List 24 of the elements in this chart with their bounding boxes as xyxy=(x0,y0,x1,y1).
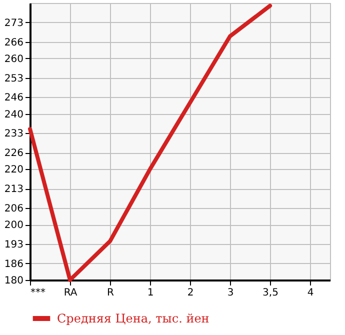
y-tick-label: 260 xyxy=(4,54,24,65)
y-tick-label: 180 xyxy=(4,276,24,286)
y-tick-label: 240 xyxy=(4,109,24,120)
y-tick-label: 273 xyxy=(4,18,24,29)
y-tick-label: 253 xyxy=(4,73,24,84)
y-tick-label: 206 xyxy=(4,203,24,214)
x-tick-label: RA xyxy=(64,288,78,298)
y-tick-label: 233 xyxy=(4,128,24,140)
x-tick-label: 4 xyxy=(307,288,314,298)
y-tick-label: 246 xyxy=(4,92,24,104)
y-tick-label: 200 xyxy=(4,220,24,232)
x-tick-label: 2 xyxy=(187,288,194,298)
y-tick-label: 220 xyxy=(4,164,24,176)
y-tick-label: 226 xyxy=(4,148,24,160)
x-tick-label: R xyxy=(107,288,114,298)
y-tick-label: 213 xyxy=(4,184,24,196)
x-tick-label: *** xyxy=(30,288,46,298)
x-tick-label: 3 xyxy=(227,288,234,298)
y-tick-label: 186 xyxy=(4,258,24,270)
legend-label: Средняя Цена, тыс. йен xyxy=(57,312,210,326)
y-tick-label: 266 xyxy=(4,37,24,48)
x-tick-label: 3,5 xyxy=(262,288,278,298)
x-tick-label: 1 xyxy=(147,288,154,298)
y-tick-label: 193 xyxy=(4,239,24,250)
